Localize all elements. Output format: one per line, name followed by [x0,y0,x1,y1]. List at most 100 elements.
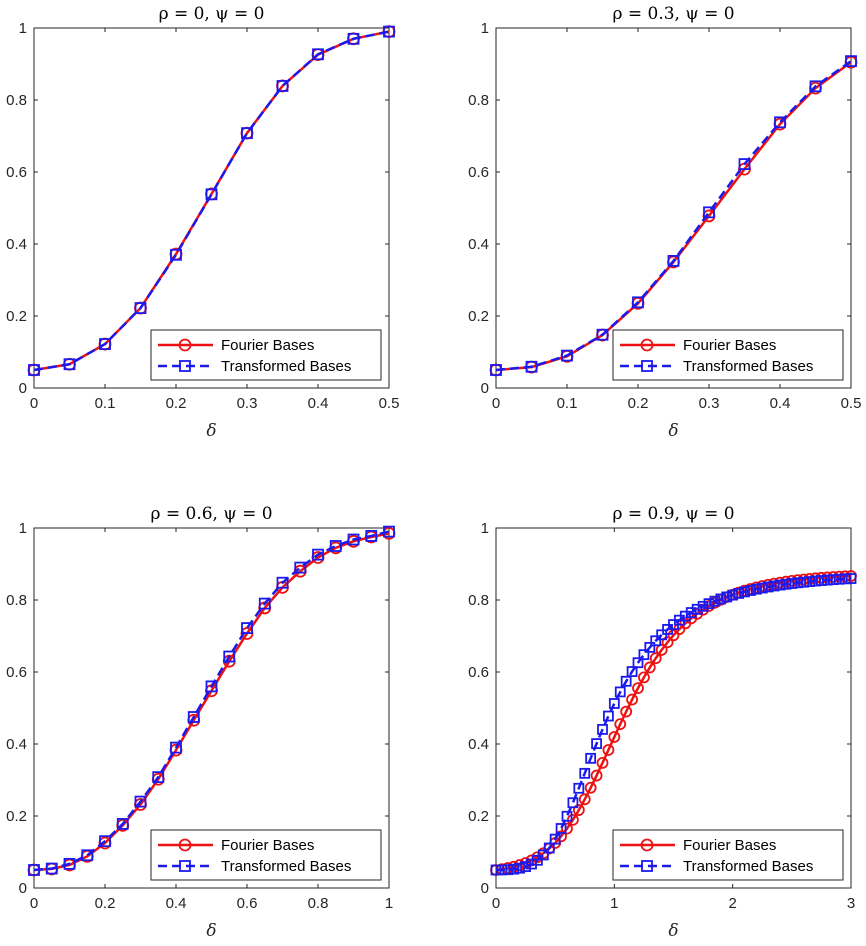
y-tick-label: 0.4 [468,236,489,253]
marker-transformed [679,610,691,622]
legend-label-fourier: Fourier Bases [683,337,776,354]
legend-label-transformed: Transformed Bases [683,858,813,875]
legend-marker-fourier [640,838,654,852]
y-tick-label: 0.8 [468,592,489,609]
y-tick-label: 0.6 [6,164,27,181]
x-tick-label: 0.3 [237,395,258,412]
marker-transformed [620,675,632,687]
x-tick-label: 1 [610,895,618,912]
legend-marker-fourier [178,838,192,852]
x-tick-label: 0.2 [628,395,649,412]
marker-fourier [596,757,609,769]
x-axis-label: δ [206,421,216,441]
marker-transformed [697,600,709,612]
marker-transformed [347,533,360,546]
x-tick-label: 0 [30,895,38,912]
legend-label-fourier: Fourier Bases [683,837,776,854]
y-tick-label: 1 [481,20,489,37]
y-tick-label: 0.6 [468,664,489,681]
marker-transformed [241,127,253,140]
marker-transformed [28,864,40,876]
panel-4: ρ = 0.9, ψ = 0 0 1 2 3 0 0.2 0.4 0.6 0.8 1 δ Fourier… [468,504,857,941]
marker-fourier [602,744,615,756]
x-axis-label: δ [206,921,216,941]
marker-transformed [608,698,620,709]
marker-transformed [821,574,833,586]
marker-transformed [525,360,538,373]
legend-marker-transformed [179,860,191,872]
x-tick-label: 0 [492,895,500,912]
marker-fourier [578,793,591,806]
y-tick-label: 0.2 [6,308,27,325]
legend: Fourier Bases Transformed Bases [612,329,844,381]
marker-transformed [715,593,727,605]
series-line-transformed [33,30,390,372]
marker-transformed [116,818,129,830]
x-tick-label: 0.4 [770,395,791,412]
legend-label-transformed: Transformed Bases [683,358,813,375]
marker-fourier [590,769,603,782]
chart-title: ρ = 0, ψ = 0 [159,4,265,24]
marker-fourier [667,629,680,642]
marker-transformed [567,797,579,809]
marker-transformed [312,48,324,61]
marker-transformed [45,862,58,875]
y-tick-label: 0 [19,380,27,397]
marker-fourier [620,705,633,718]
x-tick-label: 0.8 [308,895,329,912]
marker-transformed [603,710,614,722]
legend-box [150,829,382,881]
y-tick-label: 0.4 [6,236,27,253]
marker-transformed [727,589,739,601]
marker-transformed [134,302,147,314]
marker-transformed [780,578,792,590]
marker-transformed [809,80,822,93]
marker-fourier [561,822,573,835]
marker-transformed [585,752,597,764]
marker-transformed [839,573,851,585]
marker-transformed [276,80,289,92]
marker-transformed [99,338,111,350]
x-tick-label: 0.1 [95,395,116,412]
x-tick-label: 0.3 [699,395,720,412]
marker-transformed [383,25,395,38]
marker-transformed [134,795,147,808]
chart-title: ρ = 0.6, ψ = 0 [150,504,272,524]
y-tick-label: 0 [19,880,27,897]
marker-transformed [650,635,662,647]
y-tick-label: 0.2 [468,308,489,325]
marker-transformed [490,364,502,376]
marker-transformed [170,741,182,754]
legend-label-transformed: Transformed Bases [221,358,351,375]
marker-transformed [845,573,857,584]
y-tick-label: 0.6 [6,664,27,681]
marker-transformed [561,349,573,362]
marker-transformed [632,657,644,669]
marker-transformed [626,666,638,677]
x-tick-label: 0.6 [237,895,258,912]
marker-fourier [661,636,674,649]
marker-transformed [786,578,798,589]
marker-transformed [591,738,602,750]
marker-transformed [276,576,289,589]
marker-transformed [514,862,526,874]
marker-transformed [703,206,715,219]
marker-fourier [632,682,644,695]
panel-1: ρ = 0, ψ = 0 0 0.1 0.2 0.3 0.4 0.5 0 0.2 0.4 0.6 0.… [6,4,399,441]
plot-area [33,527,390,889]
marker-transformed [667,255,680,267]
y-tick-label: 0.8 [6,92,27,109]
marker-transformed [745,585,756,596]
marker-transformed [205,188,218,201]
legend: Fourier Bases Transformed Bases [612,829,844,881]
x-tick-label: 2 [728,895,736,912]
marker-transformed [508,863,520,875]
series-line-transformed [33,530,390,872]
legend-label-transformed: Transformed Bases [221,858,351,875]
marker-transformed [792,577,804,589]
marker-transformed [804,576,815,587]
marker-transformed [632,296,644,309]
y-tick-label: 0.6 [468,164,489,181]
marker-transformed [691,603,703,615]
